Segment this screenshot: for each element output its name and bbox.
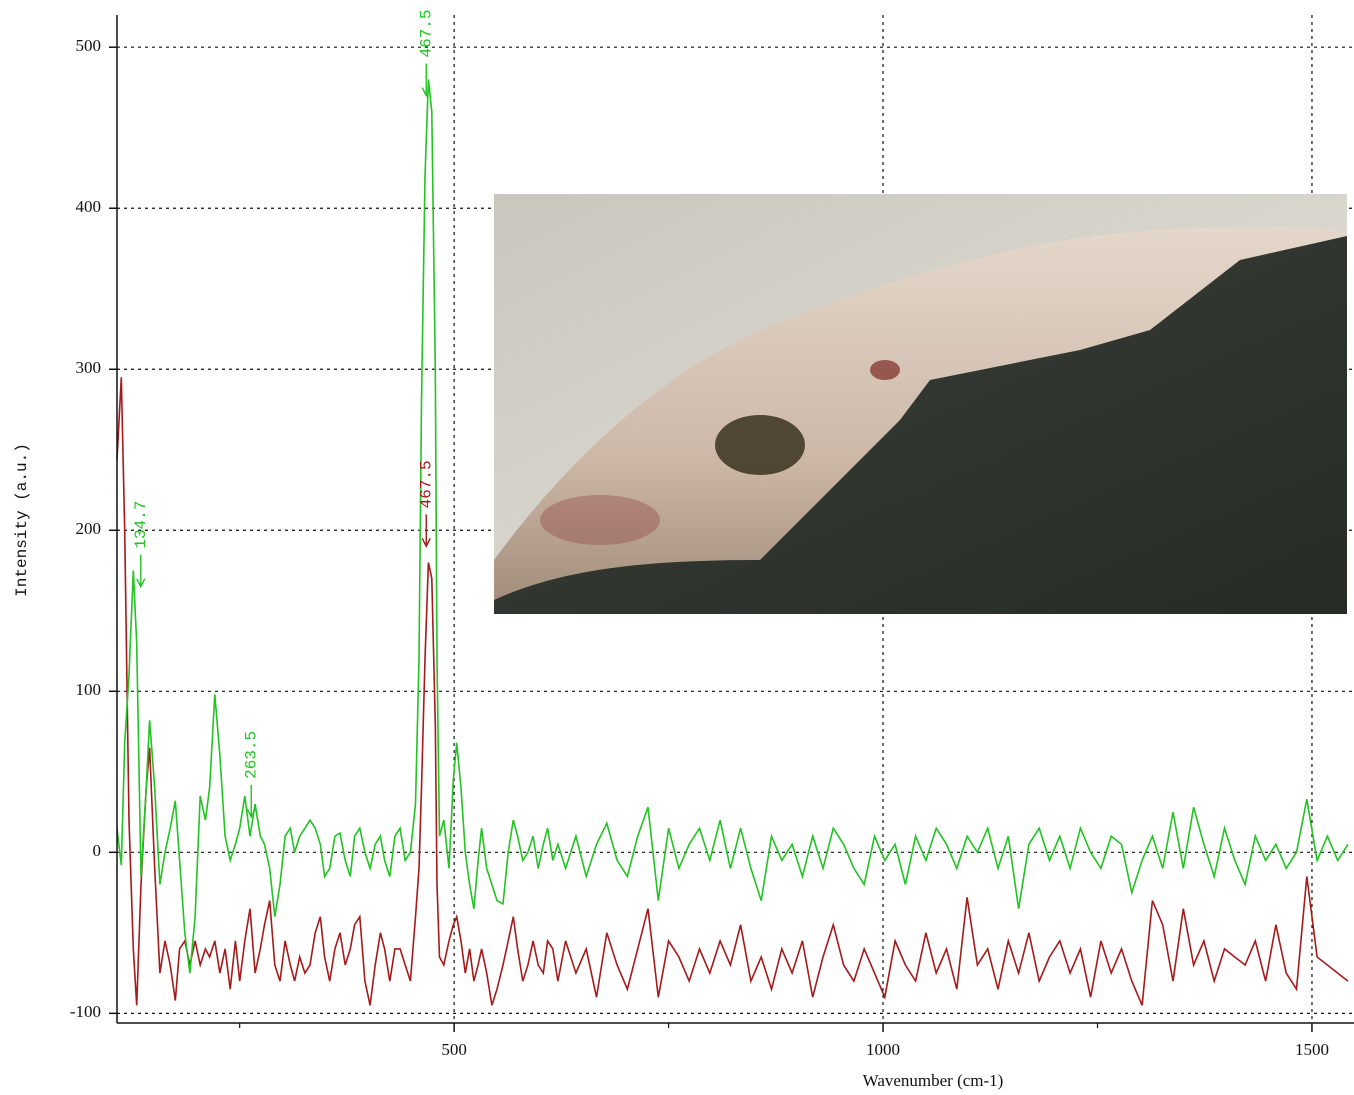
x-axis-label: Wavenumber (cm-1) bbox=[863, 1071, 1004, 1090]
inset-photo bbox=[494, 194, 1347, 614]
series-line bbox=[116, 79, 1349, 974]
y-tick-label: -100 bbox=[70, 1002, 101, 1021]
y-tick-label: 400 bbox=[76, 197, 102, 216]
x-tick-label: 1500 bbox=[1295, 1040, 1329, 1059]
annotation-label: 467.5 bbox=[417, 460, 435, 508]
annotation-arrow bbox=[246, 784, 256, 819]
annotation-arrow bbox=[421, 514, 431, 548]
y-axis-label: Intensity (a.u.) bbox=[13, 443, 31, 597]
annotation-arrow bbox=[136, 554, 146, 589]
y-tick-label: 300 bbox=[76, 358, 102, 377]
y-tick-label: 200 bbox=[76, 519, 102, 538]
axes bbox=[109, 15, 1354, 1032]
x-tick-label: 1000 bbox=[866, 1040, 900, 1059]
annotation-arrow bbox=[421, 63, 431, 98]
series-line bbox=[116, 377, 1349, 1006]
annotation-label: 467.5 bbox=[417, 9, 435, 57]
y-tick-label: 500 bbox=[76, 36, 102, 55]
x-tick-label: 500 bbox=[441, 1040, 467, 1059]
annotation-label: 134.7 bbox=[132, 501, 150, 549]
annotation-label: 263.5 bbox=[242, 731, 260, 779]
y-tick-label: 0 bbox=[93, 841, 102, 860]
y-tick-label: 100 bbox=[76, 680, 102, 699]
